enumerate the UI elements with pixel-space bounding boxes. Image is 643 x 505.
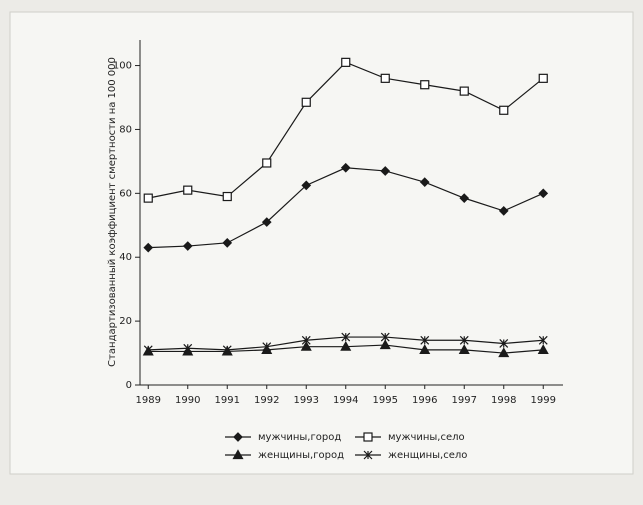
y-tick-label: 20 [119, 316, 132, 327]
x-tick-label: 1991 [215, 395, 240, 406]
marker-diamond [419, 177, 430, 188]
x-tick-label: 1992 [254, 395, 279, 406]
legend-marker [233, 432, 243, 442]
marker-square [538, 73, 548, 83]
marker-square [380, 73, 390, 83]
marker-star [143, 345, 153, 355]
marker-triangle [340, 340, 352, 351]
marker-diamond [301, 180, 312, 191]
x-tick-label: 1997 [452, 395, 477, 406]
marker-diamond [538, 188, 549, 199]
x-tick-label: 1990 [175, 395, 200, 406]
marker-square [143, 193, 153, 203]
marker-star [341, 332, 351, 342]
marker-square [301, 97, 311, 107]
marker-square [183, 185, 193, 195]
marker-diamond [182, 241, 193, 251]
x-tick-label: 1994 [333, 395, 358, 406]
marker-triangle [379, 339, 391, 350]
marker-square [262, 158, 272, 168]
marker-diamond [222, 237, 233, 248]
marker-square [459, 86, 469, 96]
marker-triangle [537, 344, 549, 354]
legend-label: женщины,город [258, 450, 344, 461]
marker-star [262, 342, 272, 352]
marker-square [499, 105, 509, 115]
y-tick-label: 100 [113, 61, 132, 72]
marker-star [499, 339, 509, 348]
marker-diamond [261, 217, 272, 227]
legend-marker [363, 432, 373, 442]
marker-square [341, 57, 351, 67]
marker-triangle [458, 344, 470, 354]
marker-star [183, 343, 193, 353]
marker-diamond [340, 162, 351, 173]
marker-diamond [143, 242, 154, 253]
legend-label: мужчины,село [388, 432, 465, 443]
marker-diamond [498, 206, 509, 216]
marker-square [420, 80, 430, 90]
x-tick-label: 1989 [136, 395, 161, 406]
legend-label: женщины,село [388, 450, 467, 461]
marker-star [459, 335, 469, 345]
legend-marker [363, 450, 373, 460]
marker-triangle [498, 347, 510, 358]
marker-triangle [419, 344, 431, 354]
y-axis-label: Стандартизованный коэффициент смертности… [107, 57, 118, 367]
y-tick-label: 80 [119, 124, 132, 135]
marker-square [222, 191, 232, 202]
y-tick-label: 40 [119, 252, 132, 263]
x-tick-label: 1996 [412, 395, 437, 406]
x-tick-label: 1995 [373, 395, 398, 406]
marker-star [538, 335, 548, 345]
marker-star [222, 345, 232, 355]
x-tick-label: 1998 [491, 395, 516, 406]
marker-star [420, 335, 430, 345]
y-tick-label: 0 [126, 380, 132, 391]
x-tick-label: 1999 [531, 395, 556, 406]
legend-marker [232, 449, 244, 460]
y-tick-label: 60 [119, 188, 132, 199]
legend-label: мужчины,город [258, 432, 341, 443]
marker-diamond [459, 193, 470, 203]
marker-triangle [300, 340, 312, 351]
marker-star [301, 335, 311, 345]
marker-diamond [380, 166, 391, 176]
x-tick-label: 1993 [294, 395, 319, 406]
marker-star [380, 332, 390, 342]
